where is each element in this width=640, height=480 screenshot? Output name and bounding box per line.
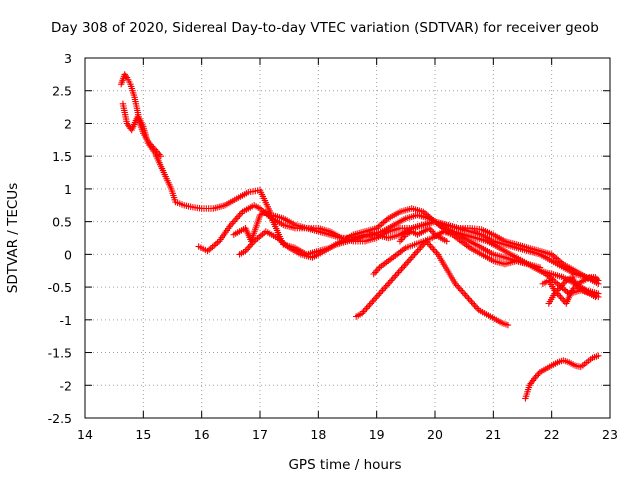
plot-frame <box>84 57 611 419</box>
data-point-marker <box>373 293 380 301</box>
data-point <box>557 293 564 301</box>
y-tick-label: 2 <box>64 116 72 131</box>
data-point-marker <box>377 288 385 296</box>
data-point-marker <box>236 211 243 219</box>
y-tick-label: 0.5 <box>52 215 72 230</box>
y-tick-label: 0 <box>64 247 72 262</box>
x-tick-label: 16 <box>194 427 210 442</box>
data-point-marker <box>455 283 462 291</box>
x-tick-label: 23 <box>602 427 618 442</box>
data-point-marker <box>361 306 369 314</box>
data-point <box>370 270 377 278</box>
y-tick-label: -2.5 <box>48 411 72 426</box>
x-tick-label: 19 <box>369 427 385 442</box>
y-tick-label: -2 <box>60 378 72 393</box>
data-point <box>595 352 602 359</box>
data-point-marker <box>389 275 396 283</box>
chart-title: Day 308 of 2020, Sidereal Day-to-day VTE… <box>51 20 599 36</box>
data-point-marker <box>398 265 405 273</box>
data-point <box>405 257 412 265</box>
y-tick-label: -1 <box>60 313 72 328</box>
y-tick-label: 3 <box>64 51 72 66</box>
data-point-marker <box>374 265 382 273</box>
y-tick-label: 2.5 <box>52 84 72 99</box>
data-point-marker <box>409 252 417 260</box>
y-tick-label: -0.5 <box>48 280 72 295</box>
data-point <box>536 264 544 271</box>
x-tick-label: 17 <box>252 427 268 442</box>
data-point <box>393 270 401 278</box>
data-point-marker <box>366 301 373 309</box>
x-tick-label: 21 <box>485 427 501 442</box>
y-tick-labels: 3 2.5 2 1.5 1 0.5 0 -0.5 -1 -1.5 -2 -2.5 <box>48 51 72 426</box>
x-axis-label: GPS time / hours <box>288 457 401 473</box>
x-tick-label: 20 <box>427 427 443 442</box>
y-tick-label: 1.5 <box>52 149 72 164</box>
x-tick-label: 22 <box>544 427 560 442</box>
y-tick-label: 1 <box>64 182 72 197</box>
data-point-marker <box>471 301 478 309</box>
data-point-marker <box>414 247 421 255</box>
axis-ticks <box>84 57 611 419</box>
data-point-marker <box>232 216 239 224</box>
x-tick-label: 14 <box>77 427 93 442</box>
data-point <box>504 321 512 329</box>
x-tick-labels: 14 15 16 17 18 19 20 21 22 23 <box>77 427 618 442</box>
data-point <box>443 238 450 245</box>
x-tick-label: 18 <box>310 427 326 442</box>
data-point-marker <box>459 288 466 296</box>
data-points <box>118 71 602 402</box>
data-point <box>592 293 599 301</box>
data-point-marker <box>431 247 439 255</box>
x-tick-label: 15 <box>135 427 151 442</box>
y-tick-label: -1.5 <box>48 346 72 361</box>
data-point <box>382 283 389 291</box>
y-axis-label: SDTVAR / TECUs <box>5 183 21 293</box>
data-point <box>463 293 471 301</box>
data-point <box>157 153 164 160</box>
data-point <box>595 277 602 284</box>
